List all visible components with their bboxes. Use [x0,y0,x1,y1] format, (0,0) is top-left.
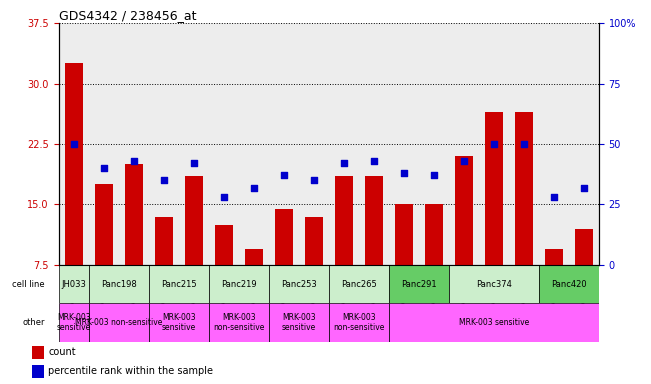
Bar [509,23,539,265]
Bar [515,112,533,325]
Text: MRK-003
sensitive: MRK-003 sensitive [282,313,316,332]
Point [519,141,529,147]
Bar [118,23,148,265]
Point [68,141,79,147]
Bar [455,156,473,325]
Point [279,172,289,179]
Text: other: other [23,318,45,327]
Text: Panc198: Panc198 [101,280,137,289]
Bar [395,204,413,325]
Bar [539,23,569,265]
Bar [569,23,599,265]
Text: Panc265: Panc265 [341,280,377,289]
Bar [389,303,599,342]
Bar [209,265,269,303]
Bar [215,225,232,325]
Text: Panc374: Panc374 [476,280,512,289]
Point [249,184,259,190]
Point [339,160,349,166]
Text: MRK-003 non-sensitive: MRK-003 non-sensitive [75,318,162,327]
Bar [389,265,449,303]
Point [128,158,139,164]
Text: GDS4342 / 238456_at: GDS4342 / 238456_at [59,9,196,22]
Bar [575,229,593,325]
Bar [365,176,383,325]
Bar [269,265,329,303]
Text: Panc253: Panc253 [281,280,316,289]
Point [428,172,439,179]
Point [489,141,499,147]
Bar [269,303,329,342]
Bar [479,23,509,265]
Bar [59,265,89,303]
Point [398,170,409,176]
Text: Panc215: Panc215 [161,280,197,289]
Text: JH033: JH033 [61,280,86,289]
Point [158,177,169,184]
Bar [329,265,389,303]
Bar [185,176,202,325]
Bar [178,23,209,265]
Bar [329,303,389,342]
Bar [239,23,269,265]
Bar [155,217,173,325]
Text: MRK-003
sensitive: MRK-003 sensitive [161,313,196,332]
Bar [275,209,293,325]
Bar [329,23,359,265]
Bar [59,23,89,265]
Bar [209,23,239,265]
Bar [209,303,269,342]
Bar [148,265,209,303]
Bar [305,217,323,325]
Bar [89,23,118,265]
Bar [148,303,209,342]
Point [579,184,589,190]
Bar [359,23,389,265]
Text: MRK-003
non-sensitive: MRK-003 non-sensitive [213,313,264,332]
Bar [245,249,263,325]
Text: MRK-003 sensitive: MRK-003 sensitive [459,318,529,327]
Point [189,160,199,166]
Bar [545,249,563,325]
Bar [299,23,329,265]
Bar [539,265,599,303]
Bar [148,23,178,265]
Text: Panc420: Panc420 [551,280,587,289]
Bar [449,23,479,265]
Bar [425,204,443,325]
Text: Panc291: Panc291 [401,280,437,289]
Bar [64,63,83,325]
Bar [89,265,148,303]
Bar [59,303,89,342]
Bar [335,176,353,325]
Point [368,158,379,164]
Bar [269,23,299,265]
Bar [94,184,113,325]
Point [458,158,469,164]
Bar [33,365,44,378]
Bar [89,303,148,342]
Point [219,194,229,200]
Bar [449,265,539,303]
Point [309,177,319,184]
Point [549,194,559,200]
Bar [33,346,44,359]
Text: MRK-003
sensitive: MRK-003 sensitive [57,313,90,332]
Bar [485,112,503,325]
Bar [419,23,449,265]
Bar [124,164,143,325]
Text: percentile rank within the sample: percentile rank within the sample [48,366,214,376]
Text: Panc219: Panc219 [221,280,256,289]
Point [98,165,109,171]
Text: cell line: cell line [12,280,45,289]
Text: MRK-003
non-sensitive: MRK-003 non-sensitive [333,313,385,332]
Text: count: count [48,347,76,357]
Bar [389,23,419,265]
